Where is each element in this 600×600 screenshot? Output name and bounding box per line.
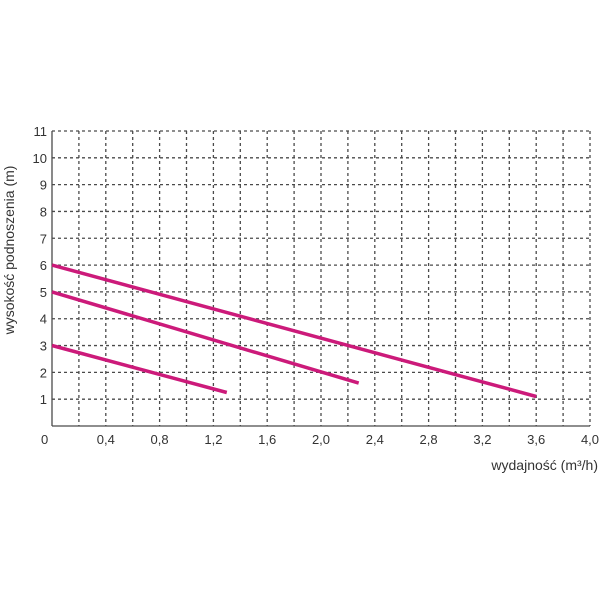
x-tick-label: 3,2 <box>473 432 491 447</box>
y-tick-label: 4 <box>40 312 47 327</box>
x-tick-label: 3,6 <box>527 432 545 447</box>
y-tick-label: 11 <box>34 124 48 139</box>
series-line-1 <box>51 263 537 399</box>
y-tick-label: 3 <box>40 339 47 354</box>
series-line-2 <box>51 290 360 385</box>
x-tick-label: 0,8 <box>151 432 169 447</box>
x-tick-label: 2,0 <box>312 432 330 447</box>
y-tick-label: 2 <box>40 365 47 380</box>
y-tick-label: 1 <box>40 392 47 407</box>
x-tick-label: 0,4 <box>97 432 115 447</box>
x-tick-label: 2,4 <box>366 432 384 447</box>
x-tick-label: 4,0 <box>581 432 599 447</box>
y-tick-labels: 1 2 3 4 5 6 7 8 9 10 11 <box>33 124 47 407</box>
x-tick-label: 1,6 <box>258 432 276 447</box>
x-tick-label: 0 <box>41 432 48 447</box>
grid <box>52 130 591 426</box>
x-tick-labels: 0 0,4 0,8 1,2 1,6 2,0 2,4 2,8 3,2 3,6 4,0 <box>41 432 599 447</box>
x-tick-label: 1,2 <box>204 432 222 447</box>
x-axis-title: wydajność (m³/h) <box>490 457 598 473</box>
y-tick-label: 10 <box>33 151 47 166</box>
x-tick-label: 2,8 <box>420 432 438 447</box>
y-axis-title: wysokość podnoszenia (m) <box>1 166 17 336</box>
axes <box>51 131 590 427</box>
y-tick-label: 6 <box>40 258 47 273</box>
y-tick-label: 7 <box>40 231 47 246</box>
y-tick-label: 9 <box>40 178 47 193</box>
y-tick-label: 8 <box>40 204 47 219</box>
series-line-3 <box>51 343 228 395</box>
y-tick-label: 5 <box>40 285 47 300</box>
series-lines <box>51 263 537 399</box>
